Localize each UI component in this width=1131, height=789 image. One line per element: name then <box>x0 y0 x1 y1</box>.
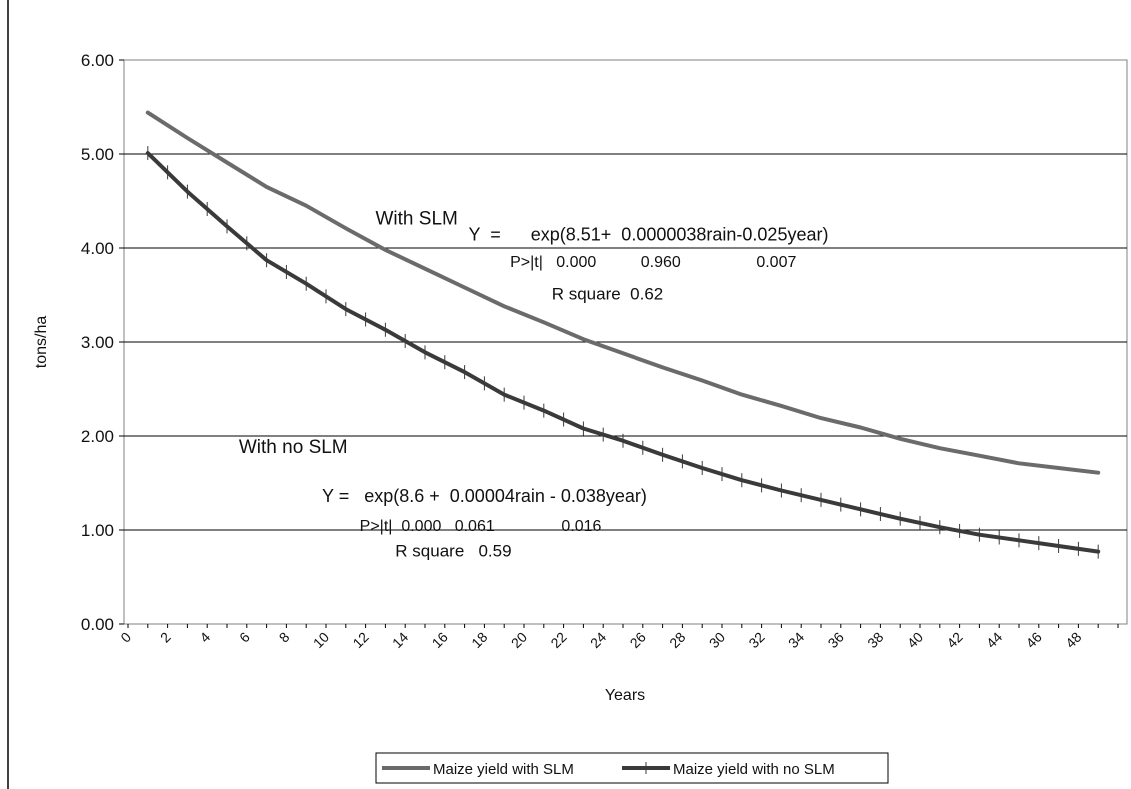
x-tick-label: 12 <box>349 629 371 651</box>
x-tick-label: 32 <box>745 629 767 651</box>
x-tick-label: 0 <box>117 629 134 646</box>
x-tick-label: 24 <box>587 629 609 651</box>
annotations: With SLM Y = exp(8.51+ 0.0000038rain-0.02… <box>239 209 829 561</box>
y-tick-label: 5.00 <box>81 145 114 164</box>
x-tick-label: 18 <box>468 629 490 651</box>
legend-label-with-slm: Maize yield with SLM <box>433 761 574 778</box>
y-axis-ticks: 0.00 1.00 2.00 3.00 4.00 5.00 6.00 <box>81 51 124 634</box>
annotation-text: R square 0.59 <box>395 541 511 560</box>
x-tick-label: 48 <box>1062 629 1084 651</box>
series-line-with-slm <box>145 110 1101 475</box>
x-tick-label: 14 <box>389 629 411 651</box>
annotation-text: With no SLM <box>239 437 348 458</box>
y-tick-label: 4.00 <box>81 239 114 258</box>
annotation-text: Y = exp(8.51+ 0.0000038rain-0.025year) <box>469 224 829 244</box>
y-tick-label: 2.00 <box>81 427 114 446</box>
x-tick-label: 40 <box>904 629 926 651</box>
y-tick-label: 0.00 <box>81 615 114 634</box>
x-tick-label: 16 <box>429 629 451 651</box>
y-tick-label: 3.00 <box>81 333 114 352</box>
annotation-text: Y = exp(8.6 + 0.00004rain - 0.038year) <box>322 486 647 506</box>
x-tick-label: 10 <box>310 629 332 651</box>
annotation-text: P>|t| 0.000 0.061 0.016 <box>360 518 602 535</box>
x-axis-label: Years <box>605 687 645 704</box>
legend-label-no-slm: Maize yield with no SLM <box>673 761 835 778</box>
x-tick-label: 22 <box>547 629 569 651</box>
legend: Maize yield with SLM Maize yield with no… <box>375 752 889 784</box>
annotation-text: With SLM <box>376 209 458 230</box>
x-tick-label: 26 <box>627 629 649 651</box>
x-tick-label: 42 <box>943 629 965 651</box>
series-lines <box>145 110 1101 559</box>
x-axis-ticks: 0 2 4 6 8 10 12 14 16 18 20 22 24 26 28 30 32 34 36 38 40 42 4… <box>117 624 1119 651</box>
y-axis-label: tons/ha <box>33 316 50 369</box>
y-tick-label: 6.00 <box>81 51 114 70</box>
annotation-text: P>|t| 0.000 0.960 0.007 <box>510 254 796 271</box>
x-tick-label: 30 <box>706 629 728 651</box>
x-tick-label: 8 <box>276 629 293 646</box>
x-tick-label: 46 <box>1023 629 1045 651</box>
x-tick-label: 20 <box>508 629 530 651</box>
x-tick-label: 34 <box>785 629 807 651</box>
x-tick-label: 2 <box>157 629 174 646</box>
annotation-text: R square 0.62 <box>552 285 664 304</box>
x-tick-label: 36 <box>825 629 847 651</box>
y-tick-label: 1.00 <box>81 521 114 540</box>
x-tick-label: 28 <box>666 629 688 651</box>
x-tick-label: 38 <box>864 629 886 651</box>
x-tick-label: 4 <box>196 629 213 646</box>
x-tick-label: 6 <box>236 629 253 646</box>
x-tick-label: 44 <box>983 629 1005 651</box>
